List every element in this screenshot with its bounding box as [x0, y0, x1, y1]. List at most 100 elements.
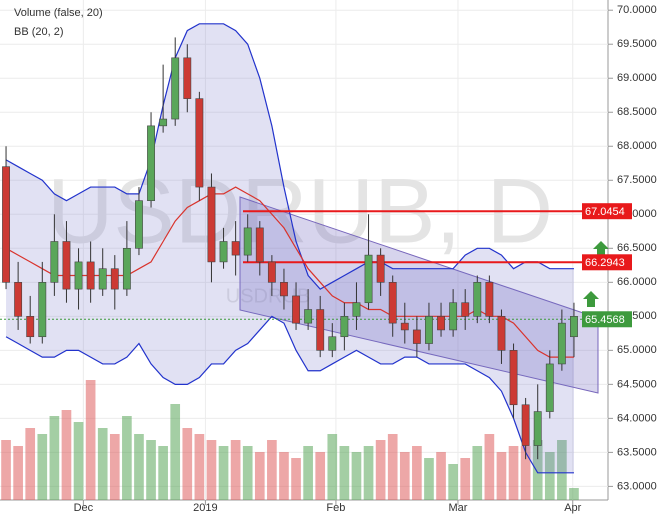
- candle-body: [473, 282, 482, 317]
- volume-bar: [25, 428, 36, 500]
- candle-body: [135, 200, 143, 249]
- candle-body: [425, 316, 433, 344]
- y-tick-label: 70.0000: [617, 4, 657, 16]
- axes: 63.000063.500064.000064.500065.000065.50…: [74, 4, 657, 514]
- y-tick-label: 68.0000: [617, 140, 657, 152]
- candle-body: [183, 57, 192, 99]
- volume-bar: [520, 446, 531, 500]
- volume-bar: [363, 446, 374, 500]
- volume-bar: [472, 446, 483, 500]
- volume-bar: [532, 440, 543, 500]
- volume-bar: [109, 434, 120, 500]
- candle-body: [122, 247, 131, 290]
- candle-body: [388, 282, 397, 324]
- volume-bar: [13, 446, 23, 500]
- x-tick-label: Apr: [564, 502, 581, 514]
- volume-bar: [279, 452, 289, 500]
- candle-body: [497, 316, 506, 351]
- candle-body: [62, 241, 71, 290]
- volume-bar: [387, 434, 398, 500]
- candle-body: [485, 282, 494, 317]
- volume-bar: [496, 452, 507, 500]
- price-tag-label: 66.2943: [585, 257, 625, 269]
- x-tick-label: Feb: [326, 502, 345, 514]
- watermark-small: USDRUB: [226, 285, 310, 307]
- volume-bar: [569, 488, 579, 500]
- candle-body: [255, 227, 264, 263]
- y-tick-label: 64.0000: [617, 412, 657, 424]
- volume-bar: [37, 434, 48, 500]
- y-tick-label: 67.5000: [617, 174, 657, 186]
- volume-bar: [170, 404, 181, 500]
- y-tick-label: 63.5000: [617, 446, 657, 458]
- candle-body: [280, 282, 288, 297]
- volume-bar: [206, 440, 217, 500]
- bb-line: [5, 315, 574, 474]
- candle-body: [267, 261, 276, 283]
- x-tick-label: Dec: [74, 502, 94, 514]
- candle-body: [449, 302, 458, 331]
- volume-bar: [291, 458, 301, 500]
- volume-bar: [97, 428, 108, 500]
- volume-bar: [448, 464, 458, 500]
- volume-bar: [327, 434, 338, 500]
- candle-body: [26, 316, 35, 338]
- volume-bar: [484, 434, 495, 500]
- volume-bar: [242, 446, 253, 500]
- volume-bar: [158, 446, 168, 500]
- y-tick-label: 69.5000: [617, 38, 657, 50]
- candle-body: [352, 302, 361, 317]
- volume-bar: [194, 434, 205, 500]
- volume-bar: [424, 458, 434, 500]
- bb-line: [5, 23, 574, 290]
- arrow-up: [593, 241, 609, 257]
- x-tick-label: Mar: [448, 502, 467, 514]
- volume-bar: [1, 440, 11, 500]
- volume-bar: [557, 440, 567, 500]
- price-tag: [582, 203, 632, 220]
- candle-body: [533, 411, 542, 446]
- candle-body: [159, 118, 168, 127]
- volume-bar: [254, 452, 265, 500]
- band-fill: [6, 23, 574, 473]
- candle-body: [521, 404, 530, 446]
- volume-bar: [182, 428, 193, 500]
- volume-bar: [339, 446, 350, 500]
- candle-body: [376, 254, 385, 283]
- volume-bar: [230, 440, 241, 500]
- volume-bar: [303, 446, 313, 500]
- x-tick-label: 2019: [193, 502, 217, 514]
- volume-bar: [412, 446, 422, 500]
- volume-bar: [85, 380, 96, 500]
- volume-bar: [122, 416, 132, 500]
- candle-body: [437, 316, 445, 331]
- candle-body: [50, 241, 59, 283]
- candle-body: [316, 309, 325, 351]
- volume-bar: [460, 458, 471, 500]
- candle-body: [207, 186, 216, 263]
- volume-bar: [267, 440, 277, 500]
- candle-body: [14, 282, 23, 317]
- candle-body: [509, 350, 518, 406]
- volume-bar: [146, 440, 156, 500]
- candle-body: [86, 261, 95, 290]
- legend-entry: BB (20, 2): [14, 26, 64, 38]
- y-tick-label: 65.0000: [617, 344, 657, 356]
- candle-body: [38, 282, 47, 338]
- candle-body: [74, 261, 83, 290]
- y-tick-label: 63.0000: [617, 480, 657, 492]
- volume-bar: [49, 416, 60, 500]
- candle-body: [400, 322, 409, 331]
- volume: [1, 380, 579, 500]
- y-tick-label: 66.5000: [617, 242, 657, 254]
- candle-body: [147, 125, 155, 201]
- candle-body: [2, 166, 10, 283]
- price-tag-label: 65.4568: [585, 314, 625, 326]
- volume-bar: [436, 452, 446, 500]
- candle-body: [304, 309, 313, 324]
- candle-body: [231, 241, 240, 256]
- y-tick-label: 68.5000: [617, 106, 657, 118]
- candle-body: [292, 295, 300, 324]
